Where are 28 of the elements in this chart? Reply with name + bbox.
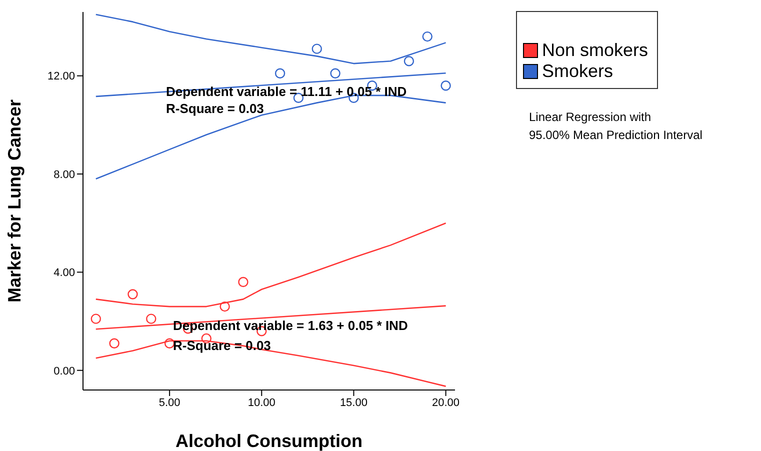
y-tick-label: 8.00 — [54, 168, 75, 181]
line-series — [95, 14, 446, 64]
x-tick-label: 10.00 — [248, 396, 276, 409]
point — [128, 289, 138, 300]
point — [90, 314, 101, 324]
point — [330, 68, 340, 78]
point — [404, 56, 414, 66]
text: Linear Regression with 95.00% Mean Prediction Interval — [529, 109, 702, 144]
point — [422, 31, 432, 42]
legend-label: Smokers — [542, 61, 614, 82]
point — [274, 68, 286, 78]
point — [220, 301, 230, 312]
point — [440, 80, 451, 91]
x-tick-label: 15.00 — [340, 396, 368, 409]
y-tick-label: 12.00 — [47, 70, 75, 83]
x-tick-label: 5.00 — [158, 396, 180, 409]
point — [146, 314, 156, 324]
line-series — [95, 222, 446, 308]
y-tick-label: 4.00 — [54, 267, 75, 280]
point — [238, 276, 248, 288]
y-axis-title: Marker for Lung Cancer — [4, 99, 24, 303]
y-tick-label: 0.00 — [54, 365, 75, 378]
point — [312, 44, 322, 54]
legend-label: Non smokers — [542, 40, 648, 61]
point — [109, 338, 120, 348]
x-tick-label: 20.00 — [432, 396, 460, 409]
x-axis-title: Alcohol Consumption — [176, 431, 362, 451]
annotation: R-Square = 0.03 — [166, 101, 264, 117]
